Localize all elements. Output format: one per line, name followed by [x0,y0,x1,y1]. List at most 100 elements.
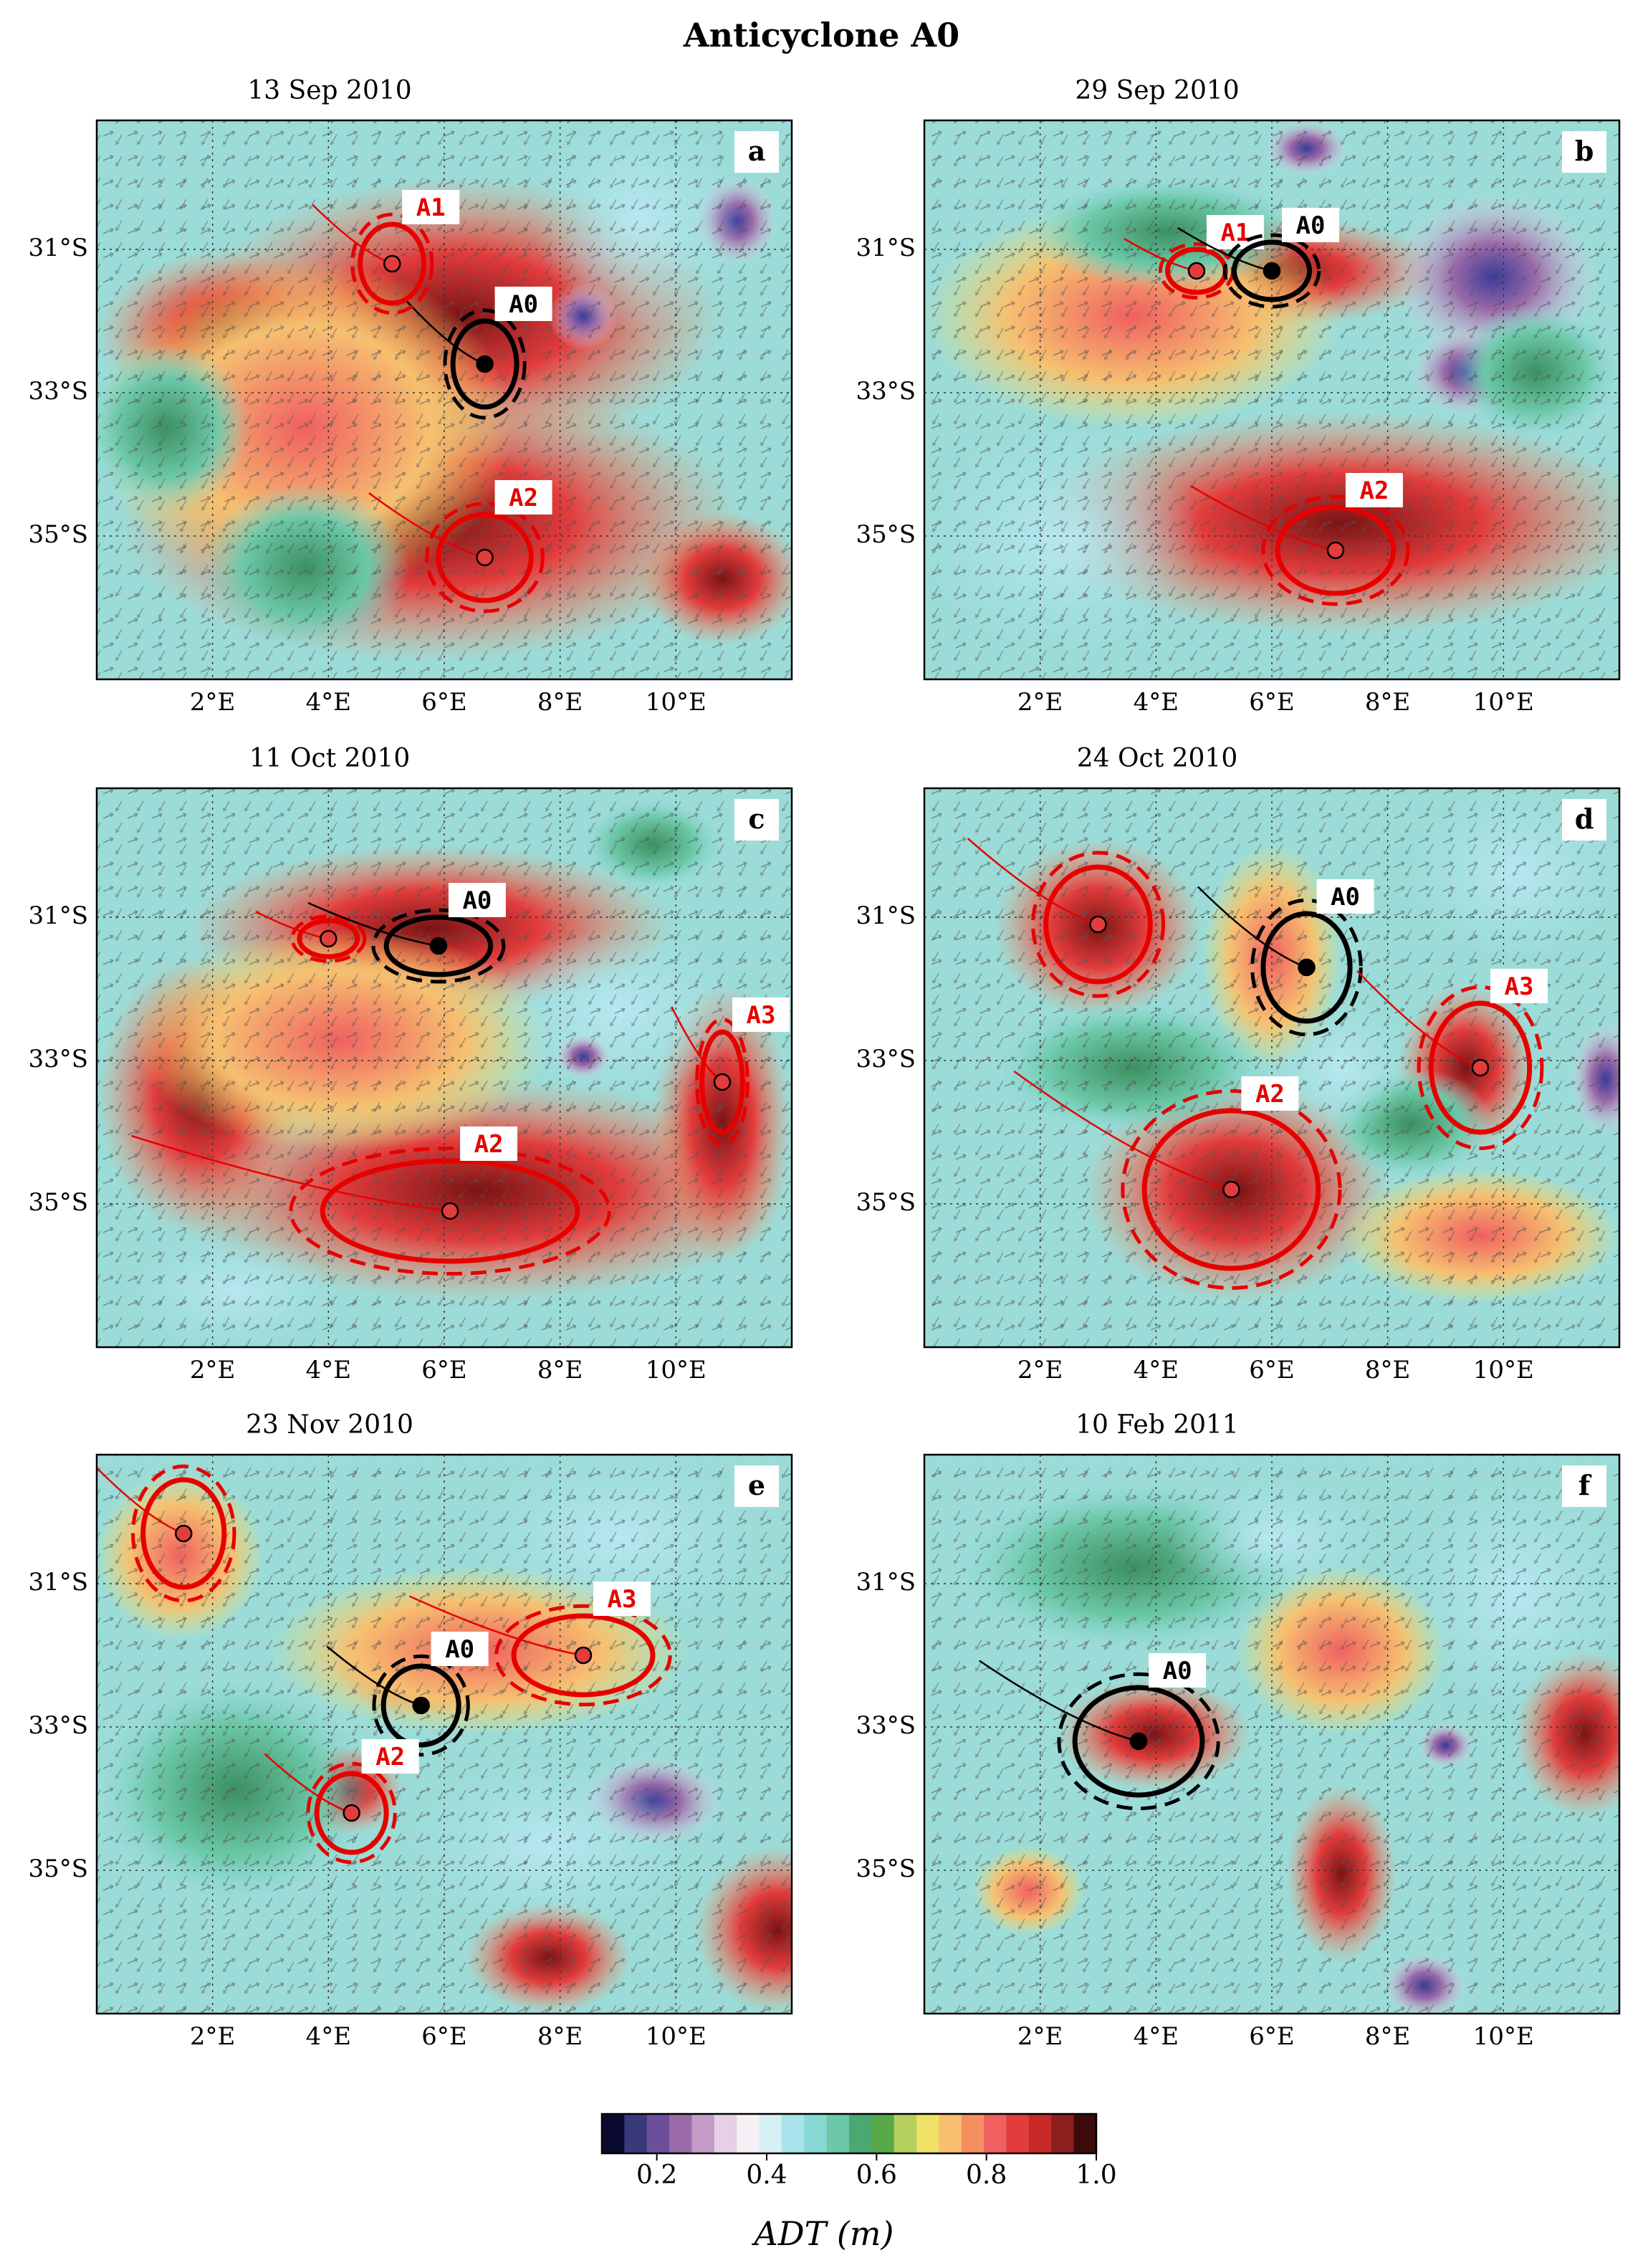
lon-tick-label: 4°E [1133,688,1179,717]
lon-tick-label: 8°E [1364,1356,1411,1384]
colorbar-segment [939,2114,962,2153]
lon-tick-label: 2°E [189,2022,236,2051]
eddy-a2-contour [314,1771,389,1855]
panel-date-c: 11 Oct 2010 [249,744,411,773]
eddy-unlabeled-0-outer-contour [1031,851,1165,998]
lon-tick-label: 2°E [189,688,236,717]
eddy-a0-label: A0 [462,886,492,915]
eddy-a2-outer-contour [1261,494,1410,606]
eddy-unlabeled-0-center [175,1524,193,1543]
eddy-a2-track [1013,1070,1232,1191]
eddy-unlabeled-0-outer-contour [290,914,367,963]
colorbar-segment [624,2114,648,2153]
eddy-a2-label: A2 [1255,1080,1285,1109]
eddy-a0-label: A0 [1163,1657,1192,1685]
eddy-a2-center [343,1804,360,1822]
lon-tick-label: 6°E [1249,1356,1295,1384]
lat-tick-label: 31°S [856,901,916,930]
eddy-a2-outer-contour [425,502,545,613]
eddy-a2-center [1222,1180,1240,1199]
colorbar-segment [804,2114,828,2153]
colorbar-segment [759,2114,782,2153]
eddy-a3-track [408,1595,584,1657]
eddy-unlabeled-0-center [1089,915,1107,934]
lon-tick-label: 8°E [537,688,583,717]
lon-tick-label: 6°E [421,688,467,717]
lon-tick-label: 4°E [1133,1356,1179,1384]
panel-frame [95,1453,793,2015]
map-panel-a: A0 A1 A2 a [95,119,793,681]
panel-letter-box [734,1465,779,1507]
eddy-a2-track [131,1134,451,1212]
colorbar-segment [1073,2114,1097,2153]
colorbar-segment [916,2114,940,2153]
lat-tick-label: 35°S [28,1188,88,1217]
eddy-unlabeled-0-contour [297,918,360,960]
eddy-a3-center [574,1646,593,1665]
eddy-a0-label-box [494,287,552,321]
lon-tick-label: 8°E [537,2022,583,2051]
eddy-unlabeled-0-center [320,929,337,948]
eddy-a3-contour [699,1029,745,1135]
panel-letter-e: e [748,1469,765,1501]
eddy-a3-contour [511,1613,656,1698]
lon-tick-label: 8°E [1364,688,1411,717]
lat-tick-label: 35°S [856,520,916,549]
panel-date-e: 23 Nov 2010 [246,1410,413,1440]
lat-tick-label: 35°S [856,1855,916,1883]
eddy-a0-label: A0 [445,1635,474,1664]
eddy-a0-label-box [448,883,506,917]
lat-tick-label: 31°S [28,234,88,262]
lon-tick-label: 10°E [1472,688,1534,717]
eddy-a1-label: A1 [1220,219,1250,247]
eddy-a0-contour [383,914,494,977]
lon-tick-label: 6°E [1249,688,1295,717]
eddy-a0-outer-contour [1250,898,1363,1037]
panel-frame [923,787,1621,1349]
colorbar-segment [781,2114,805,2153]
map-panel-b: A1 A0 A2 b [923,119,1621,681]
lon-tick-label: 4°E [305,2022,352,2051]
eddy-a3-center [1471,1058,1490,1077]
eddy-a1-label: A1 [416,193,446,222]
lat-tick-label: 33°S [856,1045,916,1073]
lon-tick-label: 4°E [1133,2022,1179,2051]
eddy-a0-outer-contour [372,1654,470,1757]
eddy-a2-track [264,1753,353,1814]
eddy-a2-contour [1275,504,1397,596]
eddy-a3-outer-contour [1417,985,1544,1150]
colorbar-segment [646,2114,671,2153]
lat-tick-label: 33°S [28,377,88,406]
eddy-a2-outer-contour [289,1147,611,1276]
colorbar-segment [691,2114,715,2153]
colorbar-segment [602,2114,626,2153]
eddy-a0-center [476,355,494,373]
panel-letter-b: b [1575,135,1594,167]
eddy-a0-label-box [1149,1653,1207,1688]
eddy-a2-contour [1141,1108,1321,1271]
panel-letter-box [734,799,779,841]
colorbar-segment [894,2114,918,2153]
eddy-a0-track [1177,226,1273,272]
colorbar-segment [737,2114,760,2153]
panel-frame [95,787,793,1349]
eddy-a1-label-box [402,190,460,224]
colorbar-segment [984,2114,1007,2153]
eddy-a2-contour [436,512,534,603]
eddy-unlabeled-0-contour [140,1477,227,1590]
eddy-a0-contour [1072,1685,1205,1798]
eddy-a2-label-box [1345,473,1403,507]
panel-date-f: 10 Feb 2011 [1076,1410,1239,1440]
lat-tick-label: 31°S [856,1568,916,1597]
eddy-a2-track [1190,484,1336,552]
eddy-a2-track [368,492,485,559]
panel-letter-box [1562,799,1606,841]
eddy-unlabeled-0-outer-contour [131,1464,236,1603]
colorbar-segment [1006,2114,1030,2153]
eddy-a3-label: A3 [608,1585,637,1614]
panel-letter-f: f [1579,1469,1592,1501]
eddy-a2-label: A2 [509,484,538,512]
lat-tick-label: 33°S [28,1045,88,1073]
lon-tick-label: 10°E [645,688,706,717]
lon-tick-label: 2°E [1017,688,1063,717]
